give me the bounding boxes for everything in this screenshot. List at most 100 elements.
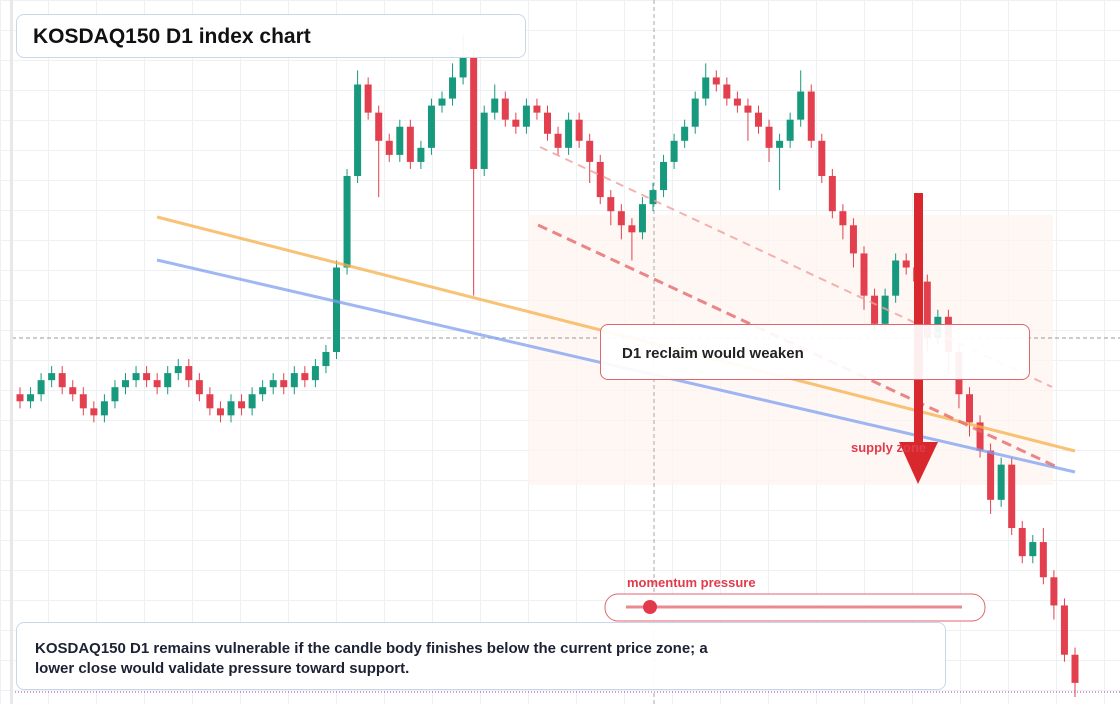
candle-body [1018, 528, 1026, 557]
candle-body [892, 260, 900, 296]
candle-body [354, 84, 362, 176]
candle-body [269, 380, 277, 388]
candle-body [1050, 577, 1058, 606]
candle-body [702, 77, 710, 99]
candle-body [290, 373, 298, 388]
candle-body [586, 140, 594, 162]
candle-body [301, 373, 309, 381]
candle-body [459, 56, 467, 78]
candle-body [723, 84, 731, 99]
candle-body [512, 119, 520, 127]
annotation: supply zone [851, 440, 927, 455]
candle-body [828, 176, 836, 212]
candle-body [143, 373, 151, 381]
candle-body [79, 394, 87, 409]
candle-body [480, 112, 488, 169]
candle-body [206, 394, 214, 409]
candle-body [596, 161, 604, 198]
candle-body [185, 366, 193, 381]
candle-body [375, 112, 383, 141]
candle-body [786, 119, 794, 141]
candle-body [343, 176, 351, 268]
candle-body [322, 352, 330, 367]
candle-body [27, 394, 35, 402]
candle-body [691, 98, 699, 127]
candle-body [37, 380, 45, 395]
candle-body [860, 253, 868, 296]
candle-body [807, 91, 815, 141]
candle-body [438, 98, 446, 106]
candle-body [501, 98, 509, 120]
candle-body [712, 77, 720, 85]
left-edge [10, 0, 13, 704]
candle-body [871, 295, 879, 324]
candle-body [744, 105, 752, 113]
arrow-head [899, 442, 938, 484]
candle-body [16, 394, 24, 402]
chart-title: KOSDAQ150 D1 index chart [16, 14, 526, 58]
note: KOSDAQ150 D1 remains vulnerable if the c… [35, 640, 708, 677]
candle-body [470, 56, 478, 169]
candle-body [227, 401, 235, 416]
candle-body [153, 380, 161, 388]
candle-body [966, 394, 973, 423]
slider-knob [643, 600, 657, 614]
candle-body [385, 140, 393, 155]
candle-body [238, 401, 246, 409]
arrow-shaft [914, 193, 923, 445]
note-box: KOSDAQ150 D1 remains vulnerable if the c… [16, 622, 946, 690]
candle-body [776, 140, 784, 148]
candle-body [575, 119, 583, 141]
candle-body [755, 112, 762, 127]
candle-body [902, 260, 910, 268]
candle-body [396, 126, 404, 155]
candle-body [681, 126, 689, 141]
resistance-line [539, 146, 1053, 388]
candle-body [649, 190, 657, 205]
annotation: D1 reclaim would weaken [600, 324, 1030, 380]
candle-body [1060, 605, 1068, 655]
candle-body [195, 380, 203, 395]
candle-body [280, 380, 288, 388]
candle-body [69, 387, 77, 395]
candle-body [660, 161, 668, 191]
candle-body [259, 387, 267, 395]
candle-body [733, 98, 741, 106]
candle-body [628, 225, 636, 233]
candle-body [58, 373, 66, 388]
candle-body [533, 105, 541, 113]
candle-body [997, 464, 1005, 500]
candle-body [1071, 654, 1079, 683]
candle-body [849, 225, 857, 254]
candle-body [417, 147, 425, 162]
candle-body [427, 105, 435, 148]
candle-body [638, 204, 646, 233]
candle-body [1029, 542, 1037, 557]
candle-body [311, 366, 319, 381]
candle-body [100, 401, 108, 416]
candle-body [522, 105, 530, 127]
candle-body [554, 133, 562, 148]
candle-body [111, 387, 119, 402]
candle-body [248, 394, 256, 409]
candle-body [976, 422, 984, 451]
candle-body [164, 373, 172, 388]
candle-body [364, 84, 372, 113]
candle-body [1039, 542, 1047, 578]
candle-body [132, 373, 140, 381]
candle-body [449, 77, 457, 99]
candle-body [90, 408, 98, 416]
candle-body [122, 380, 129, 388]
candle-body [491, 98, 499, 113]
candle-body [565, 119, 573, 148]
annotation: momentum pressure [627, 575, 756, 590]
candle-body [923, 281, 931, 338]
candle-body [544, 112, 551, 134]
candle-body [617, 211, 625, 226]
candle-body [839, 211, 847, 226]
candle-body [765, 126, 773, 148]
candle-body [333, 267, 340, 352]
candle-body [216, 408, 224, 416]
candle-body [987, 450, 995, 500]
